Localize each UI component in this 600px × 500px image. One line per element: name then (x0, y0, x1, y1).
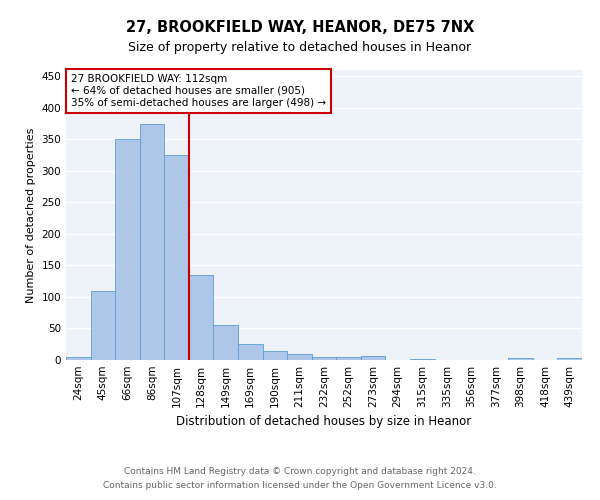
Bar (115, 140, 140, 360)
Bar (287, 354, 312, 360)
Text: Contains public sector information licensed under the Open Government Licence v3: Contains public sector information licen… (103, 480, 497, 490)
Bar (214, 326, 238, 360)
Bar (66, 357, 91, 360)
Bar (189, 275, 214, 360)
Y-axis label: Number of detached properties: Number of detached properties (26, 128, 36, 302)
Bar (312, 358, 336, 360)
Text: 27, BROOKFIELD WAY, HEANOR, DE75 7NX: 27, BROOKFIELD WAY, HEANOR, DE75 7NX (126, 20, 474, 35)
Bar (410, 358, 434, 360)
Bar (557, 358, 582, 360)
Bar (140, 124, 164, 360)
Bar (361, 356, 385, 360)
Bar (91, 290, 115, 360)
Bar (508, 358, 533, 360)
Bar (263, 351, 287, 360)
Bar (238, 344, 263, 360)
Text: 27 BROOKFIELD WAY: 112sqm
← 64% of detached houses are smaller (905)
35% of semi: 27 BROOKFIELD WAY: 112sqm ← 64% of detac… (71, 74, 326, 108)
Text: Size of property relative to detached houses in Heanor: Size of property relative to detached ho… (128, 41, 472, 54)
Bar (336, 357, 361, 360)
Bar (164, 155, 189, 360)
X-axis label: Distribution of detached houses by size in Heanor: Distribution of detached houses by size … (176, 416, 472, 428)
Text: Contains HM Land Registry data © Crown copyright and database right 2024.: Contains HM Land Registry data © Crown c… (124, 466, 476, 475)
